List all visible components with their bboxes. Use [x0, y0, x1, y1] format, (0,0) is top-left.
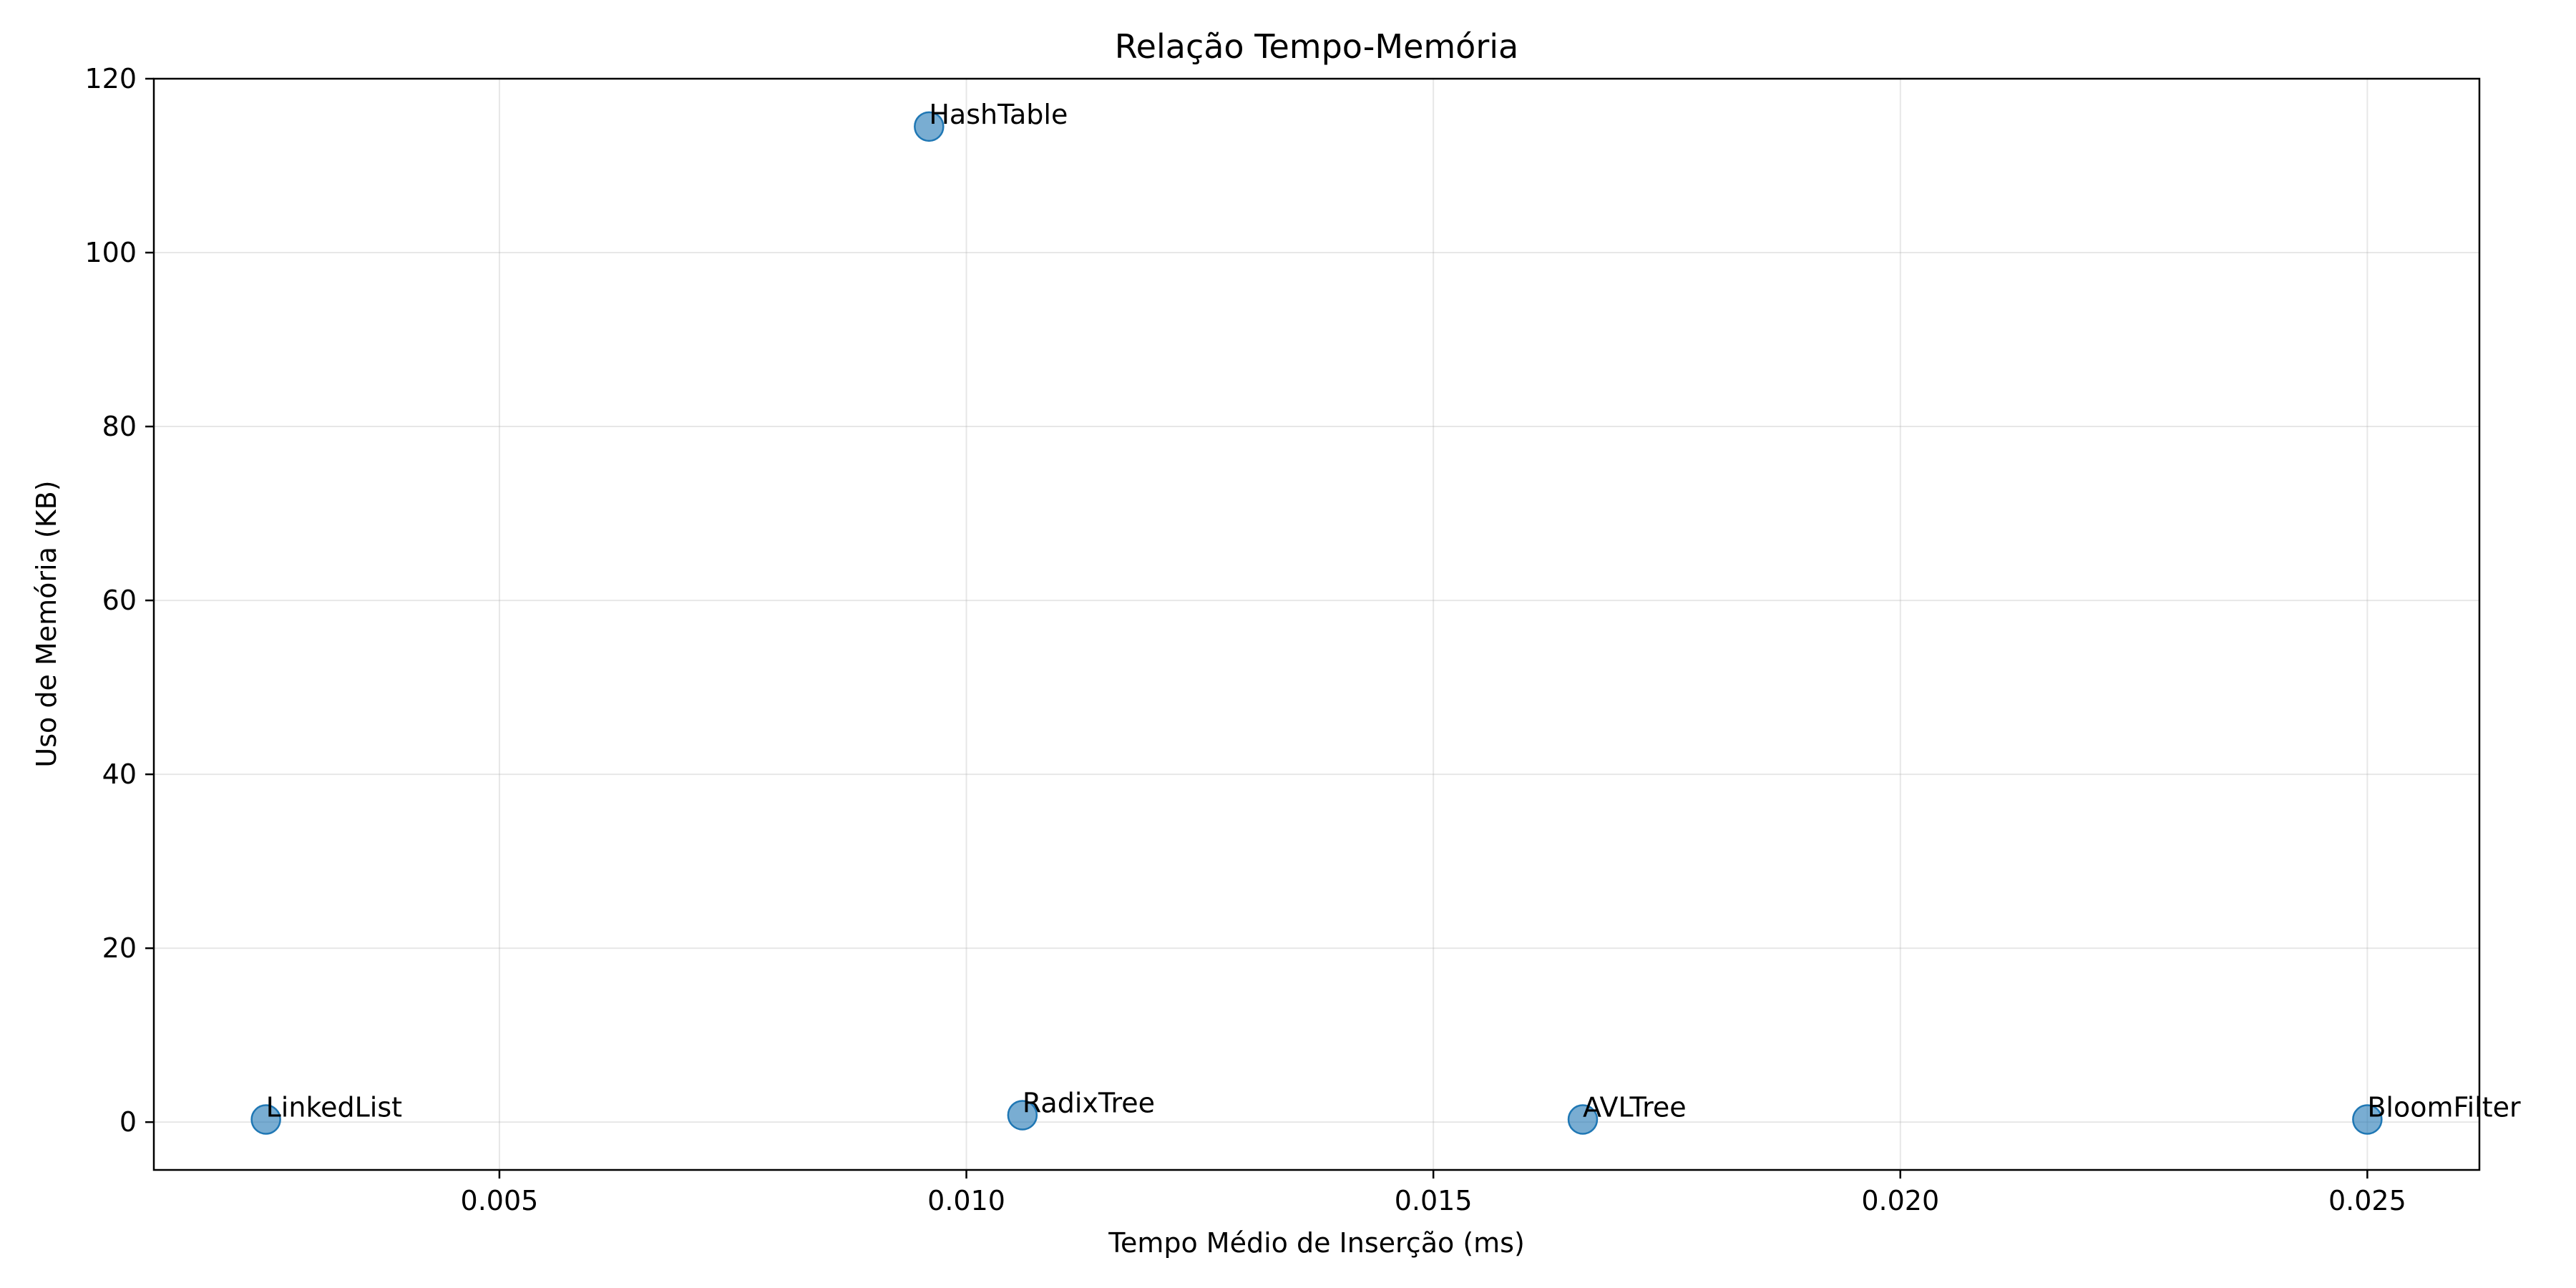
data-point-radixtree [1007, 1100, 1038, 1131]
point-label-radixtree: RadixTree [1023, 1087, 1155, 1118]
y-axis-label: Uso de Memória (KB) [31, 480, 62, 767]
x-tick-label: 0.025 [2328, 1185, 2406, 1216]
y-tick-label: 40 [102, 758, 137, 790]
chart-title: Relação Tempo-Memória [1115, 27, 1518, 66]
data-point-linkedlist [250, 1104, 281, 1135]
x-tick-label: 0.020 [1861, 1185, 1939, 1216]
x-tick-label: 0.005 [461, 1185, 539, 1216]
data-point-avltree [1567, 1104, 1599, 1135]
point-label-linkedlist: LinkedList [266, 1092, 402, 1123]
point-labels: LinkedList HashTable RadixTree AVLTree Bloom… [266, 99, 2521, 1123]
x-axis-label: Tempo Médio de Inserção (ms) [1108, 1227, 1525, 1259]
y-tick-label: 0 [119, 1106, 137, 1138]
plot-area-frame [152, 77, 2481, 1171]
x-tick-label: 0.010 [927, 1185, 1005, 1216]
point-label-bloomfilter: BloomFilter [2367, 1092, 2521, 1123]
data-point-bloomfilter [2352, 1104, 2383, 1135]
point-label-avltree: AVLTree [1583, 1092, 1687, 1123]
x-tick-label: 0.015 [1395, 1185, 1473, 1216]
data-points [250, 111, 2383, 1135]
y-tick-label: 120 [84, 63, 137, 94]
grid [154, 78, 2479, 1170]
axis-ticks: 0.005 0.010 0.015 0.020 0.025 0 20 40 60 80 100 120 [84, 63, 2406, 1216]
y-tick-label: 80 [102, 411, 137, 442]
data-point-hashtable [914, 111, 945, 142]
y-tick-label: 20 [102, 932, 137, 964]
y-tick-label: 60 [102, 585, 137, 616]
y-tick-label: 100 [84, 237, 137, 268]
point-label-hashtable: HashTable [929, 99, 1068, 130]
